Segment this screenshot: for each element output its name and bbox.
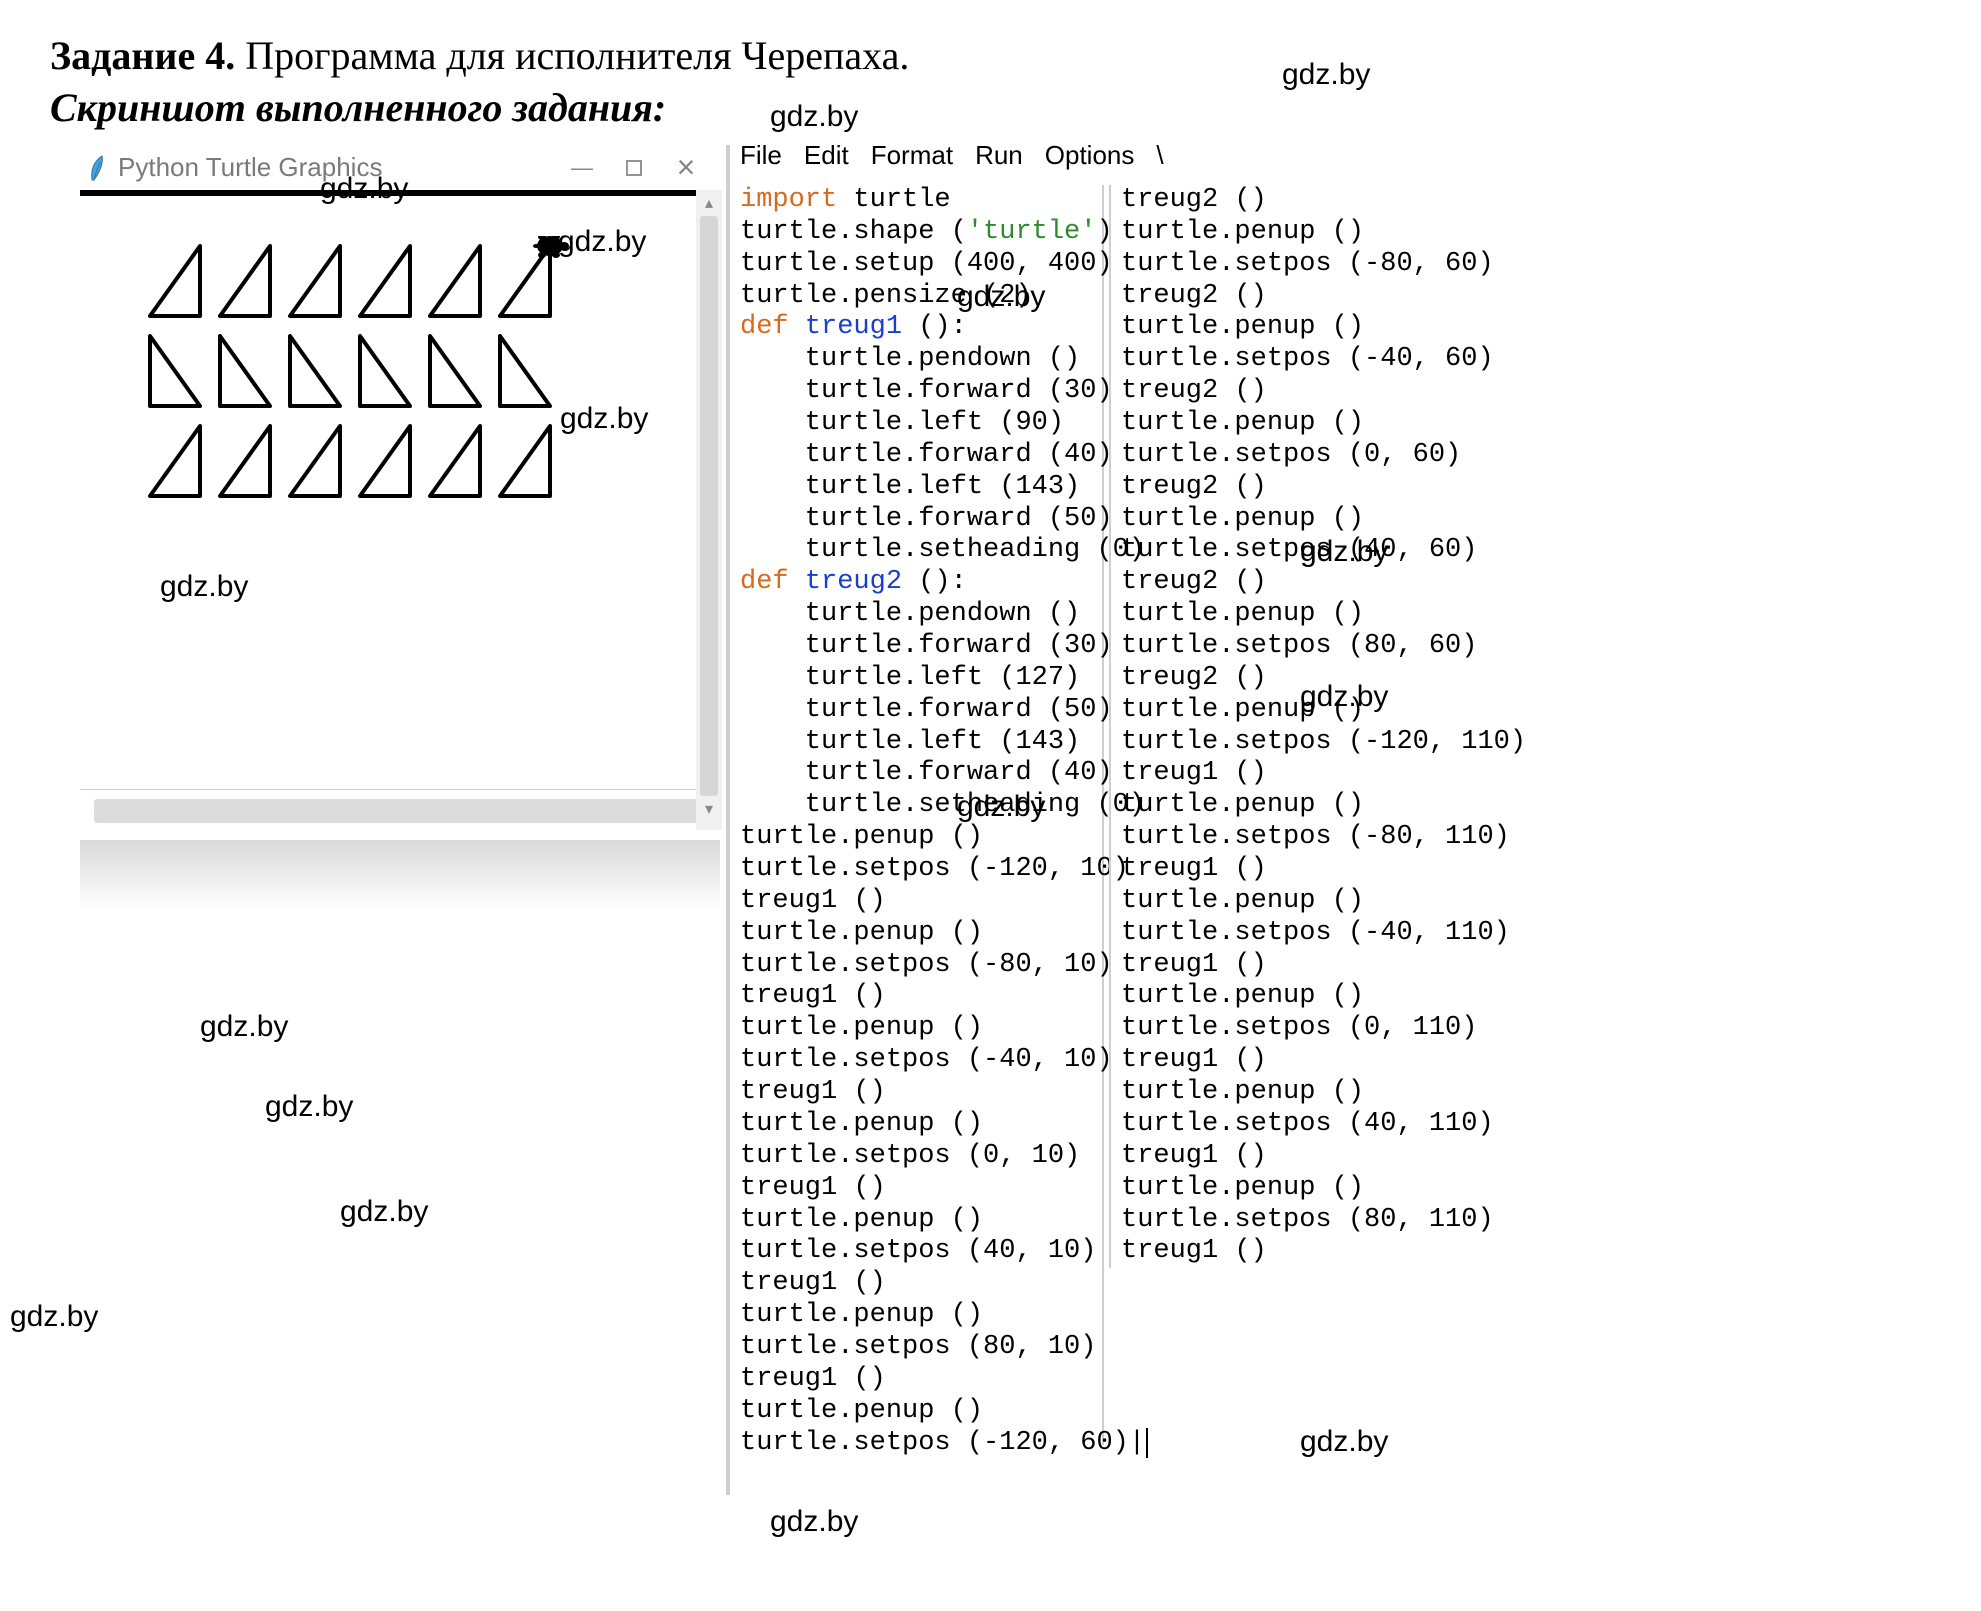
watermark: gdz.by <box>1300 1425 1388 1459</box>
triangle-drawing <box>140 236 600 556</box>
watermark: gdz.by <box>10 1300 98 1334</box>
feather-icon <box>88 153 108 183</box>
maximize-button[interactable] <box>608 148 660 188</box>
menu-item-\[interactable]: \ <box>1156 140 1163 171</box>
task-label: Задание 4. <box>50 33 235 78</box>
task-text: Программа для исполнителя Черепаха. <box>235 33 909 78</box>
turtle-cursor-icon <box>533 236 569 258</box>
horizontal-scrollbar[interactable] <box>94 799 706 823</box>
watermark: gdz.by <box>770 1505 858 1539</box>
menu-item-format[interactable]: Format <box>871 140 953 171</box>
task-title-line: Задание 4. Программа для исполнителя Чер… <box>50 30 1941 82</box>
turtle-canvas <box>80 190 720 790</box>
minimize-button[interactable]: — <box>556 148 608 188</box>
turtle-graphics-window: Python Turtle Graphics — × ▴ ▾ <box>80 145 720 835</box>
scroll-up-icon[interactable]: ▴ <box>696 190 722 216</box>
maximize-icon <box>625 159 643 177</box>
screenshot-label: Скриншот выполненного задания: <box>50 82 1941 134</box>
watermark: gdz.by <box>200 1010 288 1044</box>
watermark: gdz.by <box>265 1090 353 1124</box>
scroll-down-icon[interactable]: ▾ <box>696 796 722 822</box>
task-header: Задание 4. Программа для исполнителя Чер… <box>0 0 1981 134</box>
code-column-2: treug2 () turtle.penup () turtle.setpos … <box>1109 185 1526 1268</box>
watermark: gdz.by <box>340 1195 428 1229</box>
menu-item-options[interactable]: Options <box>1045 140 1135 171</box>
window-shadow <box>80 840 720 910</box>
menu-item-run[interactable]: Run <box>975 140 1023 171</box>
close-button[interactable]: × <box>660 148 712 188</box>
window-title: Python Turtle Graphics <box>118 152 382 183</box>
pane-divider <box>726 145 730 1495</box>
scroll-thumb[interactable] <box>700 216 718 796</box>
code-column-1: import turtle turtle.shape ('turtle') tu… <box>740 185 1148 1459</box>
menu-item-edit[interactable]: Edit <box>804 140 849 171</box>
vertical-scrollbar[interactable]: ▴ ▾ <box>696 190 722 830</box>
menu-item-file[interactable]: File <box>740 140 782 171</box>
window-title-bar[interactable]: Python Turtle Graphics — × <box>80 145 720 190</box>
editor-menu-bar: File Edit Format Run Options \ <box>740 140 1186 171</box>
